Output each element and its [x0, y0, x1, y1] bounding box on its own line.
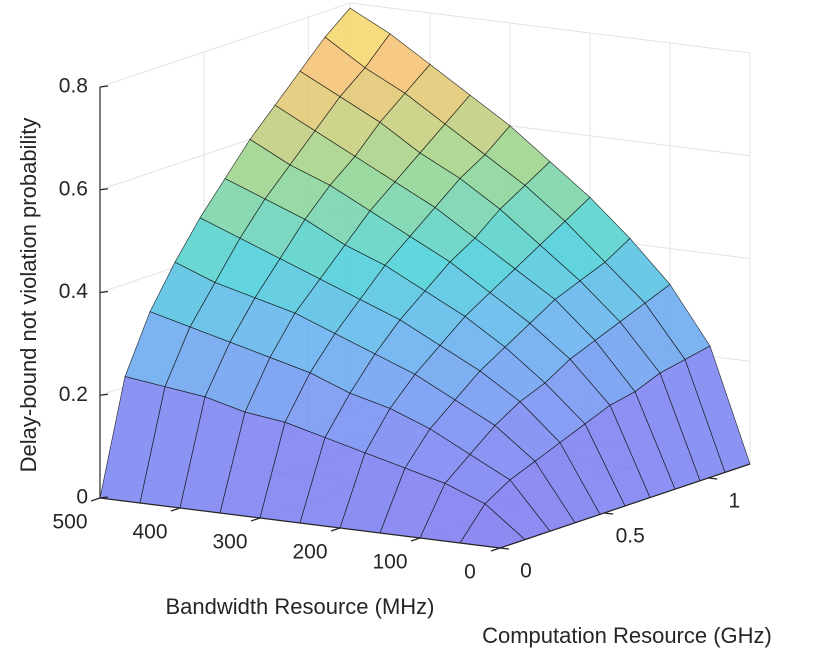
- x-tick: [604, 512, 614, 515]
- z-tick-label: 0.2: [59, 383, 88, 406]
- x-axis-label: Computation Resource (GHz): [482, 623, 772, 648]
- y-tick-label: 300: [212, 531, 247, 554]
- y-axis-label: Bandwidth Resource (MHz): [166, 594, 435, 619]
- x-tick-label: 1: [728, 490, 740, 513]
- x-tick: [708, 477, 718, 480]
- z-axis-label: Delay-bound not violation probability: [16, 118, 41, 473]
- y-tick-label: 400: [132, 521, 167, 544]
- z-tick: [99, 290, 109, 294]
- x-tick-label: 0.5: [616, 525, 645, 548]
- y-tick: [410, 537, 421, 542]
- y-tick-label: 100: [372, 551, 407, 574]
- y-tick-label: 500: [52, 511, 87, 534]
- y-tick: [490, 547, 501, 552]
- z-tick: [99, 188, 109, 191]
- x-tick: [499, 547, 510, 550]
- y-axis-line: [99, 497, 501, 549]
- y-tick: [250, 517, 261, 522]
- z-tick-label: 0.6: [59, 177, 88, 200]
- z-tick-label: 0.8: [59, 75, 88, 98]
- z-tick: [99, 496, 109, 499]
- y-tick-label: 0: [464, 561, 476, 584]
- z-tick: [99, 393, 109, 396]
- z-tick-label: 0: [76, 486, 88, 509]
- z-tick-label: 0.4: [59, 280, 89, 303]
- z-tick: [99, 85, 109, 88]
- y-tick-label: 200: [292, 541, 327, 564]
- y-tick: [330, 527, 341, 532]
- grid-line: [349, 2, 751, 54]
- x-tick-label: 0: [520, 560, 532, 583]
- y-tick: [90, 497, 101, 502]
- y-tick: [170, 507, 181, 512]
